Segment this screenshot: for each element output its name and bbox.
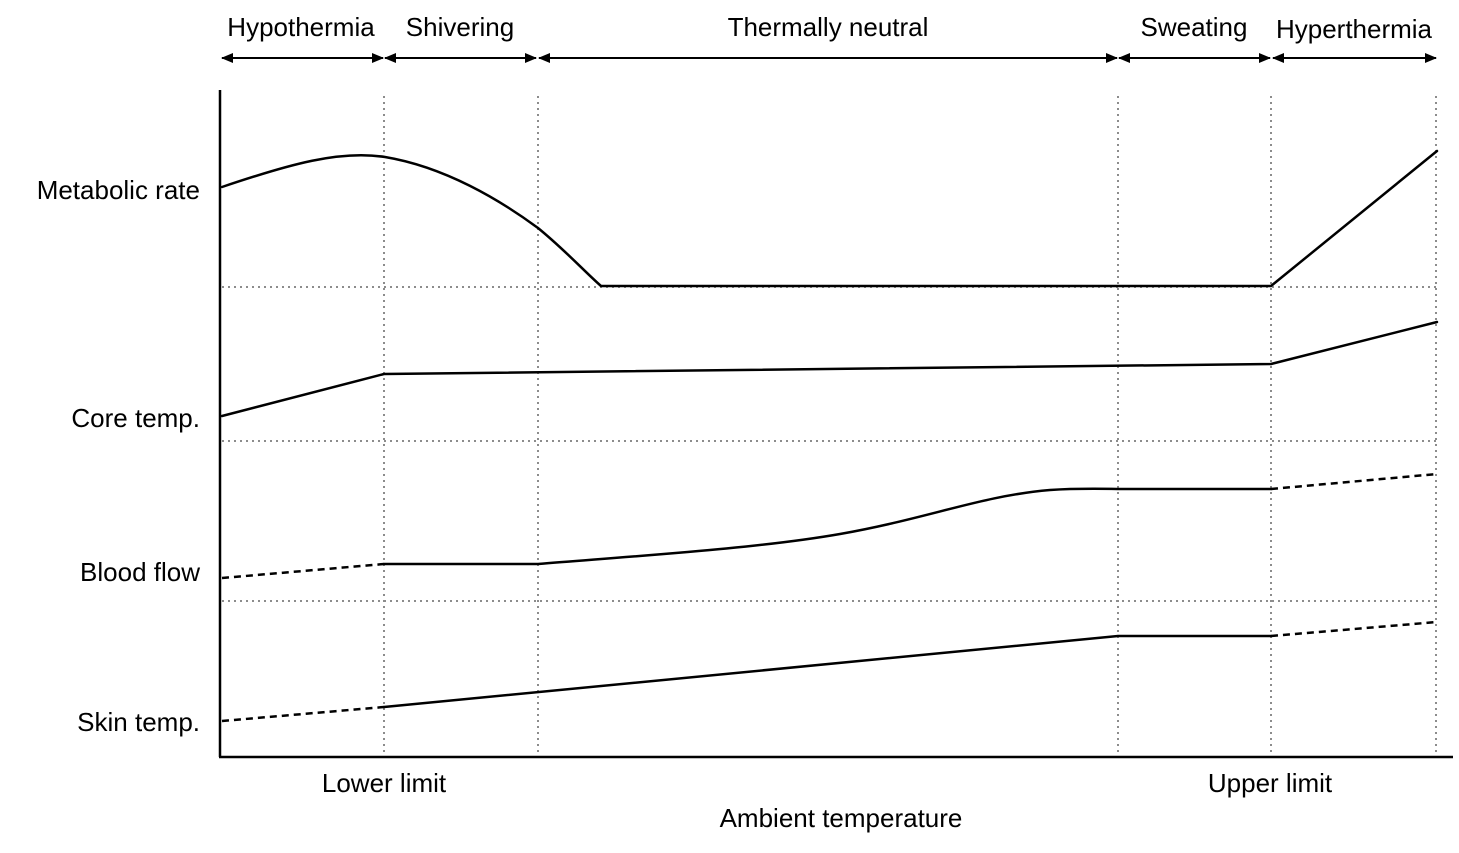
lower-limit-label: Lower limit [322,768,447,798]
row-label-skin-temp: Skin temp. [77,707,200,737]
skin-temp-dashed-right [1270,620,1438,638]
blood-flow-curve [382,487,1273,566]
metabolic-rate-curve [220,149,1439,288]
upper-limit-label: Upper limit [1208,768,1333,798]
row-label-blood-flow: Blood flow [80,557,200,587]
skin-temp-curve [382,634,1273,709]
core-temp-curve [220,320,1439,418]
zone-label-shivering: Shivering [406,12,514,42]
zone-label-thermally-neutral: Thermally neutral [728,12,929,42]
skin-temp-dashed-left [221,705,385,723]
blood-flow-dashed-right [1270,472,1438,491]
x-axis-title: Ambient temperature [720,803,963,833]
zone-label-hyperthermia: Hyperthermia [1276,14,1433,44]
zone-label-sweating: Sweating [1141,12,1248,42]
row-label-core-temp: Core temp. [71,403,200,433]
zone-label-hypothermia: Hypothermia [227,12,375,42]
row-label-metabolic-rate: Metabolic rate [37,175,200,205]
blood-flow-dashed-left [221,562,385,580]
